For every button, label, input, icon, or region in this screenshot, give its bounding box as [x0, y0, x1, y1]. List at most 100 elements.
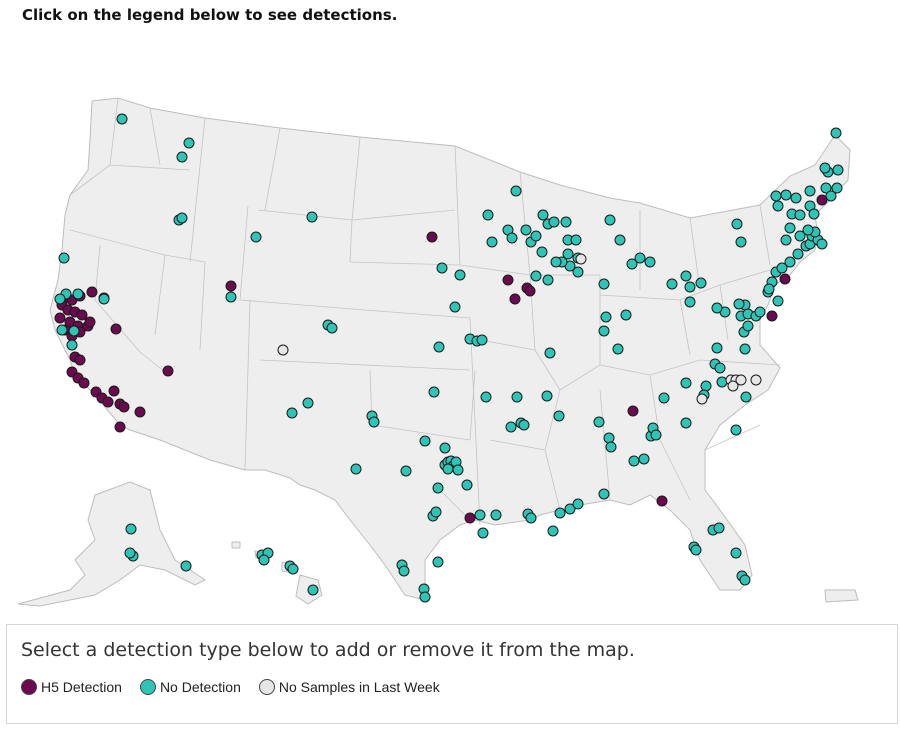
- h5-detection-site-marker[interactable]: [656, 495, 668, 507]
- h5-detection-site-marker[interactable]: [766, 310, 778, 322]
- no-detection-site-marker[interactable]: [739, 343, 751, 355]
- no-detection-site-marker[interactable]: [816, 238, 828, 250]
- no-detection-site-marker[interactable]: [287, 563, 299, 575]
- no-detection-site-marker[interactable]: [603, 432, 615, 444]
- no-detection-site-marker[interactable]: [612, 343, 624, 355]
- no-detection-site-marker[interactable]: [302, 397, 314, 409]
- h5-detection-site-marker[interactable]: [502, 274, 514, 286]
- no-detection-site-marker[interactable]: [684, 281, 696, 293]
- no-detection-site-marker[interactable]: [792, 248, 804, 260]
- no-detection-site-marker[interactable]: [474, 509, 486, 521]
- no-detection-site-marker[interactable]: [439, 442, 451, 454]
- no-detection-site-marker[interactable]: [790, 192, 802, 204]
- h5-detection-site-marker[interactable]: [524, 285, 536, 297]
- no-detection-site-marker[interactable]: [225, 291, 237, 303]
- no-detection-site-marker[interactable]: [286, 407, 298, 419]
- no-detection-site-marker[interactable]: [432, 556, 444, 568]
- no-detection-site-marker[interactable]: [819, 162, 831, 174]
- no-detection-site-marker[interactable]: [490, 509, 502, 521]
- no-detection-site-marker[interactable]: [306, 211, 318, 223]
- legend-item-h5-detection[interactable]: H5 Detection: [21, 679, 122, 695]
- no-detection-site-marker[interactable]: [482, 209, 494, 221]
- no-detection-site-marker[interactable]: [714, 362, 726, 374]
- no-detection-site-marker[interactable]: [666, 278, 678, 290]
- site-markers[interactable]: [54, 113, 844, 603]
- no-detection-site-marker[interactable]: [68, 325, 80, 337]
- no-detection-site-marker[interactable]: [536, 246, 548, 258]
- no-samples-site-marker[interactable]: [727, 380, 739, 392]
- no-detection-site-marker[interactable]: [442, 463, 454, 475]
- no-detection-site-marker[interactable]: [742, 320, 754, 332]
- no-detection-site-marker[interactable]: [368, 416, 380, 428]
- no-detection-site-marker[interactable]: [476, 334, 488, 346]
- h5-detection-site-marker[interactable]: [162, 365, 174, 377]
- no-detection-site-marker[interactable]: [56, 324, 68, 336]
- no-detection-site-marker[interactable]: [307, 584, 319, 596]
- no-detection-site-marker[interactable]: [772, 200, 784, 212]
- no-detection-site-marker[interactable]: [713, 522, 725, 534]
- no-detection-site-marker[interactable]: [116, 113, 128, 125]
- no-detection-site-marker[interactable]: [480, 391, 492, 403]
- no-detection-site-marker[interactable]: [638, 453, 650, 465]
- no-detection-site-marker[interactable]: [772, 295, 784, 307]
- h5-detection-site-marker[interactable]: [108, 385, 120, 397]
- no-detection-site-marker[interactable]: [830, 127, 842, 139]
- no-detection-site-marker[interactable]: [176, 151, 188, 163]
- no-detection-site-marker[interactable]: [461, 479, 473, 491]
- no-detection-site-marker[interactable]: [98, 293, 110, 305]
- no-detection-site-marker[interactable]: [711, 342, 723, 354]
- no-detection-site-marker[interactable]: [711, 302, 723, 314]
- no-detection-site-marker[interactable]: [600, 311, 612, 323]
- no-detection-site-marker[interactable]: [419, 591, 431, 603]
- no-detection-site-marker[interactable]: [598, 278, 610, 290]
- no-detection-site-marker[interactable]: [680, 377, 692, 389]
- no-detection-site-marker[interactable]: [820, 182, 832, 194]
- no-detection-site-marker[interactable]: [763, 283, 775, 295]
- no-detection-site-marker[interactable]: [644, 256, 656, 268]
- no-detection-site-marker[interactable]: [547, 525, 559, 537]
- legend-item-no-detection[interactable]: No Detection: [139, 679, 241, 695]
- no-detection-site-marker[interactable]: [66, 339, 78, 351]
- no-detection-site-marker[interactable]: [54, 293, 66, 305]
- no-detection-site-marker[interactable]: [454, 269, 466, 281]
- no-samples-site-marker[interactable]: [575, 253, 587, 265]
- no-detection-site-marker[interactable]: [735, 236, 747, 248]
- no-detection-site-marker[interactable]: [562, 248, 574, 260]
- no-detection-site-marker[interactable]: [570, 234, 582, 246]
- no-samples-site-marker[interactable]: [735, 374, 747, 386]
- no-detection-site-marker[interactable]: [780, 234, 792, 246]
- no-detection-site-marker[interactable]: [605, 441, 617, 453]
- h5-detection-site-marker[interactable]: [78, 377, 90, 389]
- no-detection-site-marker[interactable]: [506, 232, 518, 244]
- no-detection-site-marker[interactable]: [730, 547, 742, 559]
- h5-detection-site-marker[interactable]: [118, 401, 130, 413]
- h5-detection-site-marker[interactable]: [110, 323, 122, 335]
- no-detection-site-marker[interactable]: [739, 574, 751, 586]
- no-detection-site-marker[interactable]: [804, 185, 816, 197]
- no-detection-site-marker[interactable]: [125, 523, 137, 535]
- no-detection-site-marker[interactable]: [258, 554, 270, 566]
- no-detection-site-marker[interactable]: [598, 325, 610, 337]
- no-detection-site-marker[interactable]: [428, 386, 440, 398]
- no-detection-site-marker[interactable]: [776, 262, 788, 274]
- no-detection-site-marker[interactable]: [398, 565, 410, 577]
- h5-detection-site-marker[interactable]: [84, 316, 96, 328]
- no-detection-site-marker[interactable]: [598, 488, 610, 500]
- h5-detection-site-marker[interactable]: [86, 286, 98, 298]
- no-detection-site-marker[interactable]: [730, 424, 742, 436]
- no-detection-site-marker[interactable]: [614, 234, 626, 246]
- no-detection-site-marker[interactable]: [525, 512, 537, 524]
- no-samples-site-marker[interactable]: [696, 393, 708, 405]
- no-detection-site-marker[interactable]: [530, 230, 542, 242]
- no-detection-site-marker[interactable]: [548, 216, 560, 228]
- no-detection-site-marker[interactable]: [626, 258, 638, 270]
- no-detection-site-marker[interactable]: [658, 392, 670, 404]
- no-detection-site-marker[interactable]: [510, 185, 522, 197]
- no-detection-site-marker[interactable]: [831, 182, 843, 194]
- no-detection-site-marker[interactable]: [505, 421, 517, 433]
- no-detection-site-marker[interactable]: [680, 417, 692, 429]
- no-detection-site-marker[interactable]: [183, 137, 195, 149]
- no-detection-site-marker[interactable]: [436, 262, 448, 274]
- no-detection-site-marker[interactable]: [124, 547, 136, 559]
- no-detection-site-marker[interactable]: [695, 277, 707, 289]
